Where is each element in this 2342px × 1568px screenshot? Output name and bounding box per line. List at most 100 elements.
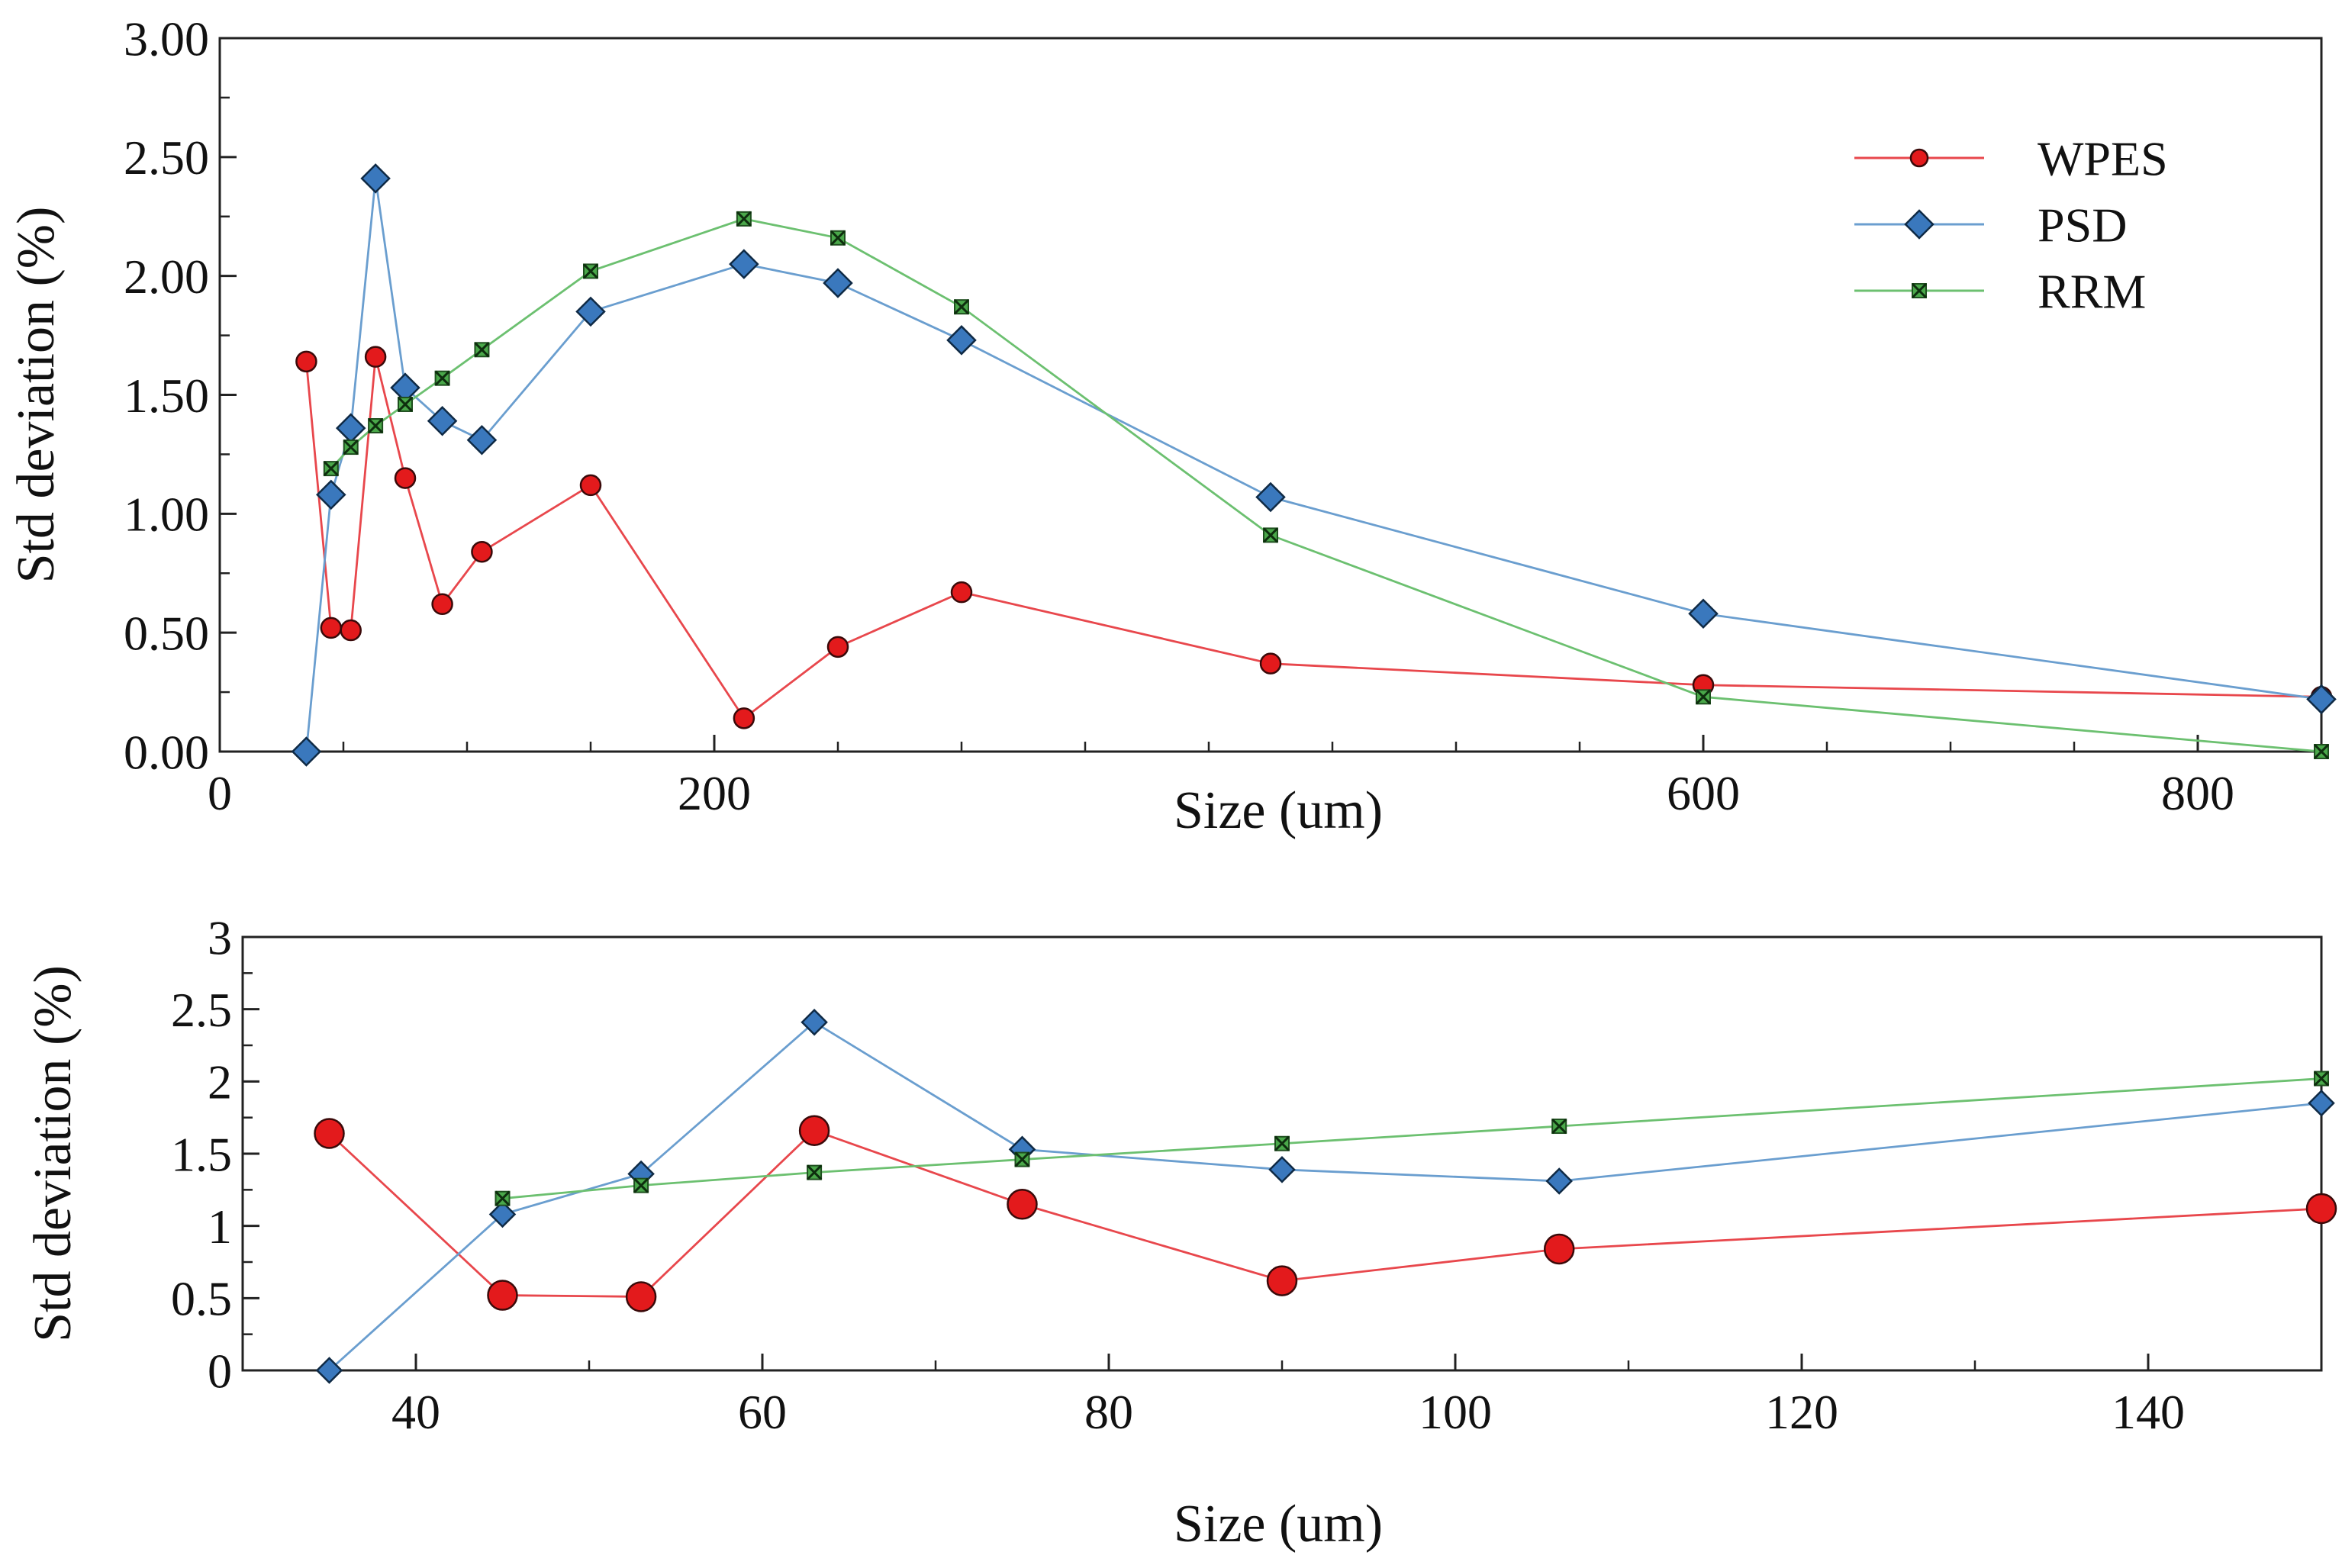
data-point-psd <box>1688 598 1719 629</box>
data-point-psd <box>1545 1167 1573 1195</box>
data-point-rrm <box>1014 1151 1030 1167</box>
data-point-rrm <box>494 1190 511 1206</box>
y-tick-label: 1.50 <box>124 369 209 423</box>
data-point-rrm-cross <box>397 396 414 413</box>
data-point-wpes <box>826 636 849 658</box>
data-point-psd <box>1268 1156 1296 1183</box>
data-point-psd <box>488 1200 517 1228</box>
data-point-psd <box>427 406 458 436</box>
data-point-psd <box>801 1008 828 1036</box>
data-point-wpes <box>431 593 453 616</box>
data-point-wpes <box>579 474 602 497</box>
data-point-rrm-cross <box>953 299 970 315</box>
data-point-rrm-cross <box>474 342 490 358</box>
data-point-psd <box>2306 684 2337 715</box>
data-point-wpes <box>2305 1193 2337 1225</box>
x-tick-label: 120 <box>1765 1385 1838 1439</box>
data-point-psd <box>729 249 759 279</box>
data-point-wpes <box>314 1118 345 1149</box>
data-point-rrm <box>830 230 846 246</box>
legend-label-rrm: RRM <box>2038 264 2146 318</box>
legend-marker-wpes <box>1909 148 1929 168</box>
data-point-wpes <box>340 619 362 642</box>
series-line-psd <box>305 178 2322 752</box>
data-point-rrm-cross <box>830 230 846 246</box>
data-point-wpes <box>471 540 493 563</box>
x-axis-title: Size (um) <box>1174 781 1383 840</box>
data-point-rrm <box>323 461 339 477</box>
data-point-rrm <box>434 370 450 386</box>
data-point-wpes <box>364 346 387 368</box>
x-tick-label: 60 <box>738 1385 787 1439</box>
legend-marker-psd <box>1904 209 1934 240</box>
legend-label-wpes: WPES <box>2038 131 2168 185</box>
data-point-rrm-cross <box>368 417 384 434</box>
data-point-rrm <box>582 263 599 279</box>
data-point-rrm-cross <box>1014 1151 1030 1167</box>
data-point-rrm-cross <box>807 1164 823 1180</box>
data-point-rrm-cross <box>1695 689 1712 705</box>
y-axis-title: Std deviation (%) <box>7 207 66 584</box>
y-tick-label: 3 <box>208 910 232 964</box>
data-point-rrm <box>474 342 490 358</box>
x-tick-label: 800 <box>2161 766 2234 820</box>
data-point-psd <box>946 325 977 356</box>
series-line-wpes <box>305 356 2322 720</box>
data-point-psd <box>466 424 498 456</box>
x-tick-label: 0 <box>208 766 232 820</box>
data-point-rrm <box>1551 1118 1567 1135</box>
series-line-psd <box>328 1020 2322 1372</box>
data-point-wpes <box>295 350 317 373</box>
y-tick-label: 0 <box>208 1344 232 1398</box>
data-point-rrm <box>953 299 970 315</box>
data-point-rrm-cross <box>2313 1071 2330 1087</box>
y-tick-label: 1 <box>208 1199 232 1254</box>
y-tick-label: 2 <box>208 1055 232 1109</box>
data-point-rrm <box>1695 689 1712 705</box>
x-tick-label: 140 <box>2112 1385 2185 1439</box>
data-point-psd <box>360 163 391 194</box>
x-tick-label: 100 <box>1419 1385 1492 1439</box>
data-point-wpes <box>487 1280 518 1311</box>
y-tick-label: 1.5 <box>171 1127 232 1181</box>
y-tick-label: 1.00 <box>124 488 209 542</box>
data-point-psd <box>1255 481 1286 513</box>
data-point-rrm <box>1274 1135 1290 1151</box>
data-point-wpes <box>798 1115 830 1146</box>
data-point-rrm-cross <box>1262 527 1279 543</box>
y-tick-label: 2.5 <box>171 983 232 1037</box>
legend-marker-rrm <box>1911 282 1928 299</box>
x-axis-title: Size (um) <box>1174 1495 1383 1554</box>
plot-frame <box>241 935 2323 1372</box>
x-tick-label: 80 <box>1084 1385 1133 1439</box>
data-point-psd <box>575 296 606 327</box>
data-point-wpes <box>733 707 755 729</box>
data-point-rrm-cross <box>2313 743 2330 760</box>
y-tick-label: 0.50 <box>124 607 209 661</box>
x-tick-label: 40 <box>391 1385 440 1439</box>
data-point-rrm <box>2313 1071 2330 1087</box>
series-line-rrm <box>502 1077 2322 1200</box>
data-point-rrm <box>1262 527 1279 543</box>
data-point-rrm <box>736 211 752 227</box>
legend: WPES PSD RRM <box>1854 131 2168 318</box>
data-point-psd <box>291 736 322 767</box>
data-point-psd <box>2308 1089 2335 1117</box>
data-point-rrm-cross <box>343 439 359 456</box>
y-tick-label: 0.5 <box>171 1272 232 1326</box>
data-point-psd <box>315 1357 343 1384</box>
plot-frame <box>218 37 2323 753</box>
y-tick-label: 2.50 <box>124 130 209 185</box>
data-point-wpes <box>1543 1233 1575 1265</box>
data-point-wpes <box>1266 1265 1298 1296</box>
x-tick-label: 600 <box>1667 766 1740 820</box>
series-line-wpes <box>328 1129 2322 1298</box>
data-point-rrm-cross <box>582 263 599 279</box>
data-point-wpes <box>950 581 973 604</box>
x-tick-label: 200 <box>678 766 751 820</box>
data-point-wpes <box>1259 652 1282 675</box>
data-point-rrm <box>343 439 359 456</box>
y-tick-label: 3.00 <box>124 11 209 66</box>
data-point-rrm <box>807 1164 823 1180</box>
